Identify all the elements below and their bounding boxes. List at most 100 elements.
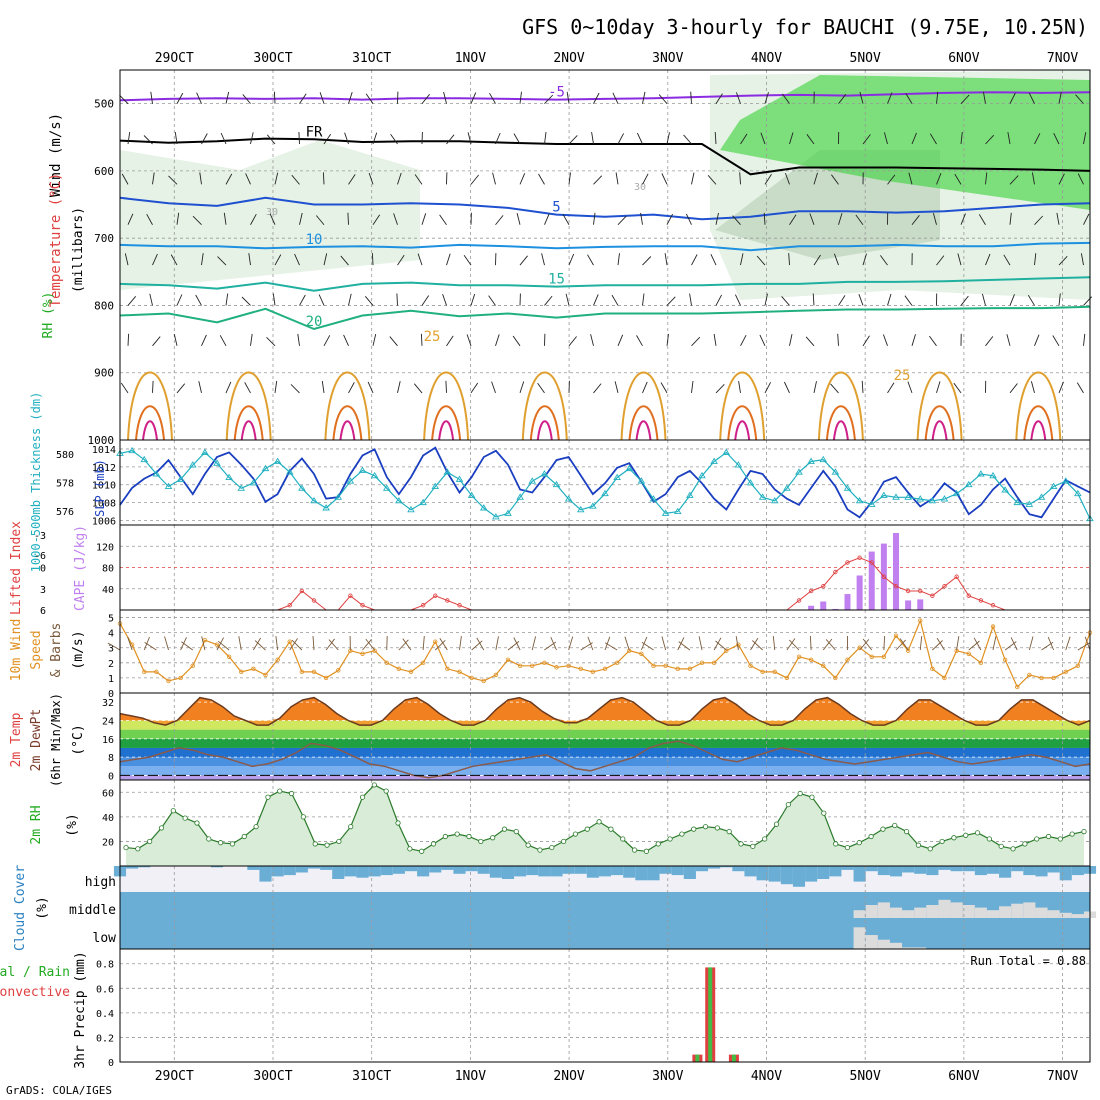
surface-wind-barb bbox=[993, 636, 996, 650]
wind-y-tick: 5 bbox=[108, 614, 114, 625]
cloud-middle-clear bbox=[1023, 902, 1035, 918]
rh-marker bbox=[254, 824, 258, 828]
precip-ylabel-convective: Convective bbox=[0, 985, 70, 1000]
rh-marker bbox=[774, 822, 778, 826]
rh-marker bbox=[703, 824, 707, 828]
rh-marker bbox=[526, 843, 530, 847]
isotherm-label: 10 bbox=[306, 232, 323, 248]
cloud-high-bar bbox=[356, 866, 368, 878]
date-label-bottom: 30OCT bbox=[253, 1069, 292, 1084]
cloud-ylabel-2: (%) bbox=[35, 896, 50, 919]
cloud-high-bar bbox=[429, 866, 441, 873]
run-total-label: Run Total = 0.88 bbox=[970, 954, 1086, 968]
cape-y-tick: 120 bbox=[96, 542, 114, 553]
precip-y-tick: 0.6 bbox=[96, 984, 114, 995]
li-ylabel: Lifted Index bbox=[9, 521, 24, 615]
cloud-low-clear bbox=[866, 935, 878, 949]
rh-marker bbox=[798, 791, 802, 795]
cloud-high-bar bbox=[466, 866, 478, 871]
rh-marker bbox=[715, 826, 719, 830]
cloud-high-bar bbox=[381, 866, 393, 875]
thickness-ylabel: 1000-500mb Thickness (dm) bbox=[29, 392, 43, 573]
cloud-ylabel-1: Cloud Cover bbox=[13, 865, 28, 951]
cloud-middle-clear bbox=[1060, 913, 1072, 918]
cloud-low-clear bbox=[890, 943, 902, 949]
cloud-middle-clear bbox=[890, 908, 902, 918]
cloud-row-label: middle bbox=[69, 903, 116, 918]
rh-marker bbox=[171, 809, 175, 813]
wind-ylabel-2: Speed bbox=[29, 630, 44, 669]
rh-marker bbox=[384, 789, 388, 793]
rh-y-tick: 40 bbox=[102, 813, 114, 824]
surface-wind-barb bbox=[165, 637, 169, 651]
rh-marker bbox=[987, 837, 991, 841]
rh-marker bbox=[218, 840, 222, 844]
cloud-high-bar bbox=[1011, 866, 1023, 871]
cloud-high-bar bbox=[672, 866, 684, 875]
surface-wind-barb bbox=[544, 642, 555, 650]
rh-marker bbox=[680, 832, 684, 836]
cape-bar bbox=[845, 594, 851, 610]
cloud-high-bar bbox=[660, 866, 672, 874]
surface-wind-barb bbox=[460, 636, 462, 650]
precip-y-tick: 0.2 bbox=[96, 1033, 114, 1044]
cloud-high-bar bbox=[369, 866, 381, 876]
cloud-high-bar bbox=[563, 866, 575, 874]
rh-ylabel-2: (%) bbox=[65, 813, 80, 836]
thickness-line bbox=[120, 448, 1090, 518]
rh-marker bbox=[1023, 842, 1027, 846]
cloud-high-bar bbox=[854, 866, 866, 882]
cloud-middle-clear bbox=[987, 910, 999, 918]
rh-marker bbox=[975, 831, 979, 835]
date-label-top: 5NOV bbox=[850, 51, 881, 66]
date-label-top: 7NOV bbox=[1047, 51, 1078, 66]
cloud-middle-clear bbox=[902, 910, 914, 918]
date-label-bottom: 2NOV bbox=[553, 1069, 584, 1084]
rh-marker bbox=[325, 843, 329, 847]
rh-marker bbox=[538, 848, 542, 852]
cloud-high-bar bbox=[938, 866, 950, 870]
date-label-top: 4NOV bbox=[751, 51, 782, 66]
cloud-high-bar bbox=[975, 866, 987, 875]
rh-marker bbox=[881, 827, 885, 831]
date-label-bottom: 4NOV bbox=[751, 1069, 782, 1084]
cloud-low-clear bbox=[878, 940, 890, 949]
temp-ylabel-4: (°C) bbox=[71, 724, 86, 755]
cloud-high-bar bbox=[550, 866, 562, 876]
cloud-high-bar bbox=[453, 866, 465, 874]
precip-panel-frame bbox=[120, 949, 1090, 1062]
rh-marker bbox=[940, 839, 944, 843]
rh-marker bbox=[360, 795, 364, 799]
li-y-tick: 6 bbox=[40, 606, 46, 617]
isotherm-label: 5 bbox=[552, 200, 560, 216]
temperature-color-band bbox=[120, 739, 1090, 748]
surface-wind-barb bbox=[477, 638, 484, 650]
profile-ylabel-temp: Temperature (°C) bbox=[48, 173, 64, 308]
rh-marker bbox=[727, 829, 731, 833]
cloud-high-bar bbox=[999, 866, 1011, 878]
cloud-middle-clear bbox=[951, 902, 963, 918]
rh-marker bbox=[1082, 829, 1086, 833]
cloud-high-bar bbox=[526, 866, 538, 875]
wind-y-tick: 2 bbox=[108, 659, 114, 670]
cloud-high-bar bbox=[405, 866, 417, 871]
rh-marker bbox=[479, 839, 483, 843]
meteogram: GFS 0~10day 3-hourly for BAUCHI (9.75E, … bbox=[0, 0, 1100, 1100]
rh-marker bbox=[952, 836, 956, 840]
cloud-middle-clear bbox=[866, 905, 878, 918]
precip-ylabel: 3hr Precip (mm) bbox=[73, 951, 88, 1068]
cloud-high-bar bbox=[1035, 866, 1047, 876]
cloud-row-label: low bbox=[93, 931, 117, 946]
cloud-middle-clear bbox=[975, 908, 987, 918]
date-label-top: 30OCT bbox=[253, 51, 292, 66]
cloud-high-bar bbox=[878, 866, 890, 875]
rh-marker bbox=[147, 839, 151, 843]
wind-y-tick: 4 bbox=[108, 629, 114, 640]
wind-barb bbox=[153, 381, 154, 393]
precip-convective-bar bbox=[695, 1055, 699, 1062]
date-label-bottom: 3NOV bbox=[652, 1069, 683, 1084]
rh-marker bbox=[408, 847, 412, 851]
rh-marker bbox=[1046, 834, 1050, 838]
cloud-high-bar bbox=[1072, 866, 1084, 875]
rh-marker bbox=[656, 842, 660, 846]
